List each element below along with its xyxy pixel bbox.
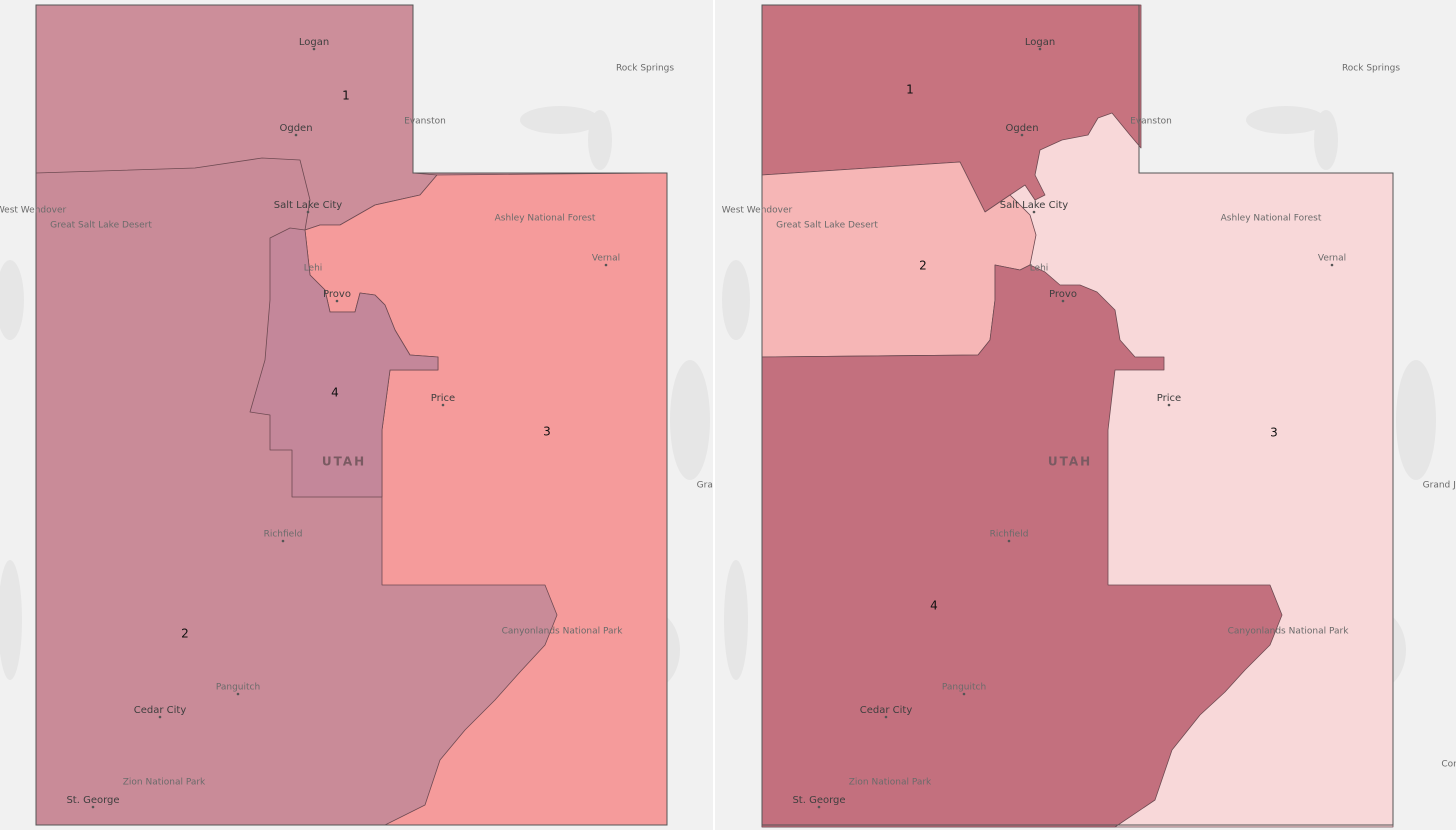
- district-label: 1: [906, 83, 914, 97]
- place-label: Provo: [323, 289, 351, 300]
- district-label: 4: [930, 599, 938, 613]
- place-dot: [1167, 403, 1171, 407]
- place-label: West Wendover: [722, 206, 793, 216]
- place-label: St. George: [66, 795, 119, 806]
- district-label: 1: [342, 89, 350, 103]
- place-label: Great Salt Lake Desert: [776, 221, 878, 231]
- place-label: Zion National Park: [123, 778, 206, 788]
- terrain: [1396, 360, 1436, 480]
- place-dot: [962, 692, 966, 696]
- place-label: Salt Lake City: [274, 200, 343, 211]
- place-label: Richfield: [264, 530, 303, 540]
- place-label: Cedar City: [860, 705, 913, 716]
- terrain: [588, 110, 612, 170]
- place-label: Ashley National Forest: [1221, 214, 1322, 224]
- place-label: Vernal: [592, 254, 620, 264]
- place-label: West Wendover: [0, 206, 66, 216]
- terrain: [0, 560, 22, 680]
- terrain: [722, 260, 750, 340]
- place-dot: [236, 692, 240, 696]
- place-dot: [1020, 133, 1024, 137]
- state-label: UTAH: [1048, 455, 1092, 469]
- place-label: Cortez: [1441, 760, 1456, 770]
- place-dot: [1007, 539, 1011, 543]
- place-label: Panguitch: [942, 683, 986, 693]
- district-area: [761, 264, 1283, 828]
- district-label: 4: [331, 386, 339, 400]
- place-dot: [306, 210, 310, 214]
- terrain: [724, 560, 748, 680]
- place-label: Zion National Park: [849, 778, 932, 788]
- place-label: Logan: [1025, 37, 1055, 48]
- place-label: Provo: [1049, 289, 1077, 300]
- place-label: Salt Lake City: [1000, 200, 1069, 211]
- place-label: Price: [1157, 393, 1181, 404]
- place-dot: [281, 539, 285, 543]
- place-label: Logan: [299, 37, 329, 48]
- map-panel: UTAH Logan Ogden Salt Lake City Lehi Provo Pri…: [0, 4, 764, 826]
- place-label: Grand Junction: [697, 481, 764, 491]
- place-label: St. George: [792, 795, 845, 806]
- terrain: [520, 106, 600, 134]
- state-outline: [35, 4, 668, 826]
- place-label: Price: [431, 393, 455, 404]
- place-label: Evanston: [1130, 117, 1172, 127]
- state-label: UTAH: [322, 455, 366, 469]
- district-area: [249, 227, 439, 498]
- place-label: Lehi: [1030, 264, 1049, 274]
- terrain: [1246, 106, 1326, 134]
- place-label: Grand Junction: [1423, 481, 1456, 491]
- place-dot: [1330, 263, 1334, 267]
- place-label: Vernal: [1318, 254, 1346, 264]
- place-dot: [158, 715, 162, 719]
- district-label: 3: [543, 425, 551, 439]
- place-label: Rock Springs: [616, 64, 674, 74]
- place-label: Richfield: [990, 530, 1029, 540]
- place-label: Ogden: [279, 123, 312, 134]
- place-label: Canyonlands National Park: [1228, 627, 1350, 637]
- state-outline: [761, 4, 1394, 826]
- district-label: 2: [181, 627, 189, 641]
- place-label: Great Salt Lake Desert: [50, 221, 152, 231]
- place-label: Canyonlands National Park: [502, 627, 624, 637]
- terrain: [670, 360, 710, 480]
- place-dot: [1061, 299, 1065, 303]
- place-dot: [335, 299, 339, 303]
- place-dot: [1038, 47, 1042, 51]
- terrain: [0, 260, 24, 340]
- place-dot: [441, 403, 445, 407]
- place-dot: [1032, 210, 1036, 214]
- place-label: Rock Springs: [1342, 64, 1400, 74]
- place-dot: [312, 47, 316, 51]
- place-dot: [604, 263, 608, 267]
- place-dot: [294, 133, 298, 137]
- place-dot: [91, 805, 95, 809]
- place-dot: [817, 805, 821, 809]
- place-label: Ashley National Forest: [495, 214, 596, 224]
- place-label: Evanston: [404, 117, 446, 127]
- district-label: 2: [919, 259, 927, 273]
- place-dot: [884, 715, 888, 719]
- district-label: 3: [1270, 426, 1278, 440]
- map-panel: UTAH Logan Ogden Salt Lake City Lehi Provo Pri…: [722, 4, 1456, 828]
- place-label: Ogden: [1005, 123, 1038, 134]
- place-label: Lehi: [304, 264, 323, 274]
- terrain: [1314, 110, 1338, 170]
- place-label: Cedar City: [134, 705, 187, 716]
- place-label: Panguitch: [216, 683, 260, 693]
